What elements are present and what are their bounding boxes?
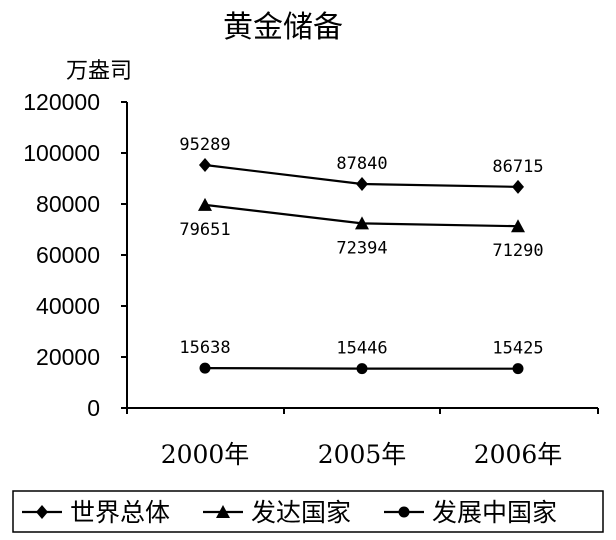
chart-title: 黄金储备 [223, 10, 343, 45]
data-label: 15425 [492, 339, 543, 359]
legend-marker [398, 506, 410, 518]
legend-marker [216, 505, 230, 518]
data-point [356, 363, 368, 375]
data-label: 79651 [179, 220, 230, 240]
data-label: 15638 [179, 338, 230, 358]
data-label: 86715 [492, 157, 543, 177]
legend-label: 发达国家 [251, 498, 351, 527]
data-point [199, 362, 211, 374]
x-tick-label: 2006年 [474, 440, 563, 469]
series-1: 95289 87840 86715 [179, 135, 544, 194]
y-tick-label: 40000 [36, 293, 100, 319]
y-tick-label: 20000 [36, 344, 100, 370]
data-label: 72394 [336, 238, 387, 258]
series-3: 15638 15446 15425 [179, 338, 544, 375]
y-tick-label: 80000 [36, 191, 100, 217]
data-label: 87840 [336, 154, 387, 174]
series-group: 95289 87840 86715 79651 72394 71290 15638 15446… [179, 135, 544, 375]
series-2: 79651 72394 71290 [179, 197, 544, 261]
y-axis: 0 20000 40000 60000 80000 100000 120000 [23, 89, 127, 421]
x-tick-label: 2000年 [161, 440, 250, 469]
legend-label: 发展中国家 [432, 498, 557, 527]
data-point [198, 197, 212, 211]
data-label: 95289 [179, 135, 230, 155]
data-point [199, 158, 211, 173]
y-tick-label: 100000 [23, 140, 100, 166]
legend-marker [36, 505, 48, 519]
y-tick-label: 60000 [36, 242, 100, 268]
data-point [511, 219, 525, 233]
legend-box [12, 490, 604, 533]
x-tick-label: 2005年 [318, 440, 407, 469]
x-axis: 2000年 2005年 2006年 [126, 408, 599, 469]
data-point [356, 177, 368, 192]
legend: 世界总体 发达国家 发展中国家 [12, 490, 604, 533]
data-label: 15446 [336, 339, 387, 359]
data-label: 71290 [492, 241, 543, 261]
y-tick-label: 120000 [23, 89, 100, 115]
legend-label: 世界总体 [70, 498, 170, 527]
data-point [512, 179, 524, 194]
y-axis-unit-label: 万盎司 [66, 59, 132, 84]
data-point [512, 363, 524, 375]
y-tick-label: 0 [87, 395, 100, 421]
data-point [355, 216, 369, 230]
